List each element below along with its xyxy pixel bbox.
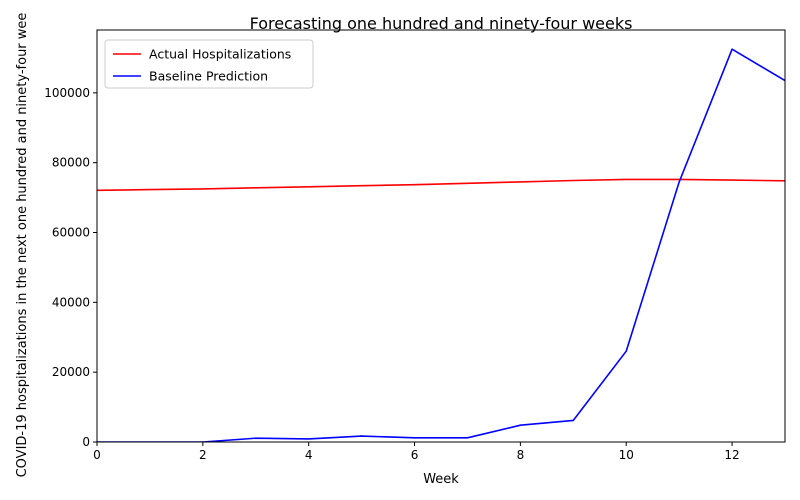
- legend-label-1: Actual Hospitalizations: [149, 47, 291, 62]
- legend-label-2: Baseline Prediction: [149, 69, 268, 84]
- x-tick-label: 10: [619, 448, 634, 462]
- x-tick-label: 8: [517, 448, 525, 462]
- y-tick-label: 80000: [52, 156, 90, 170]
- y-tick-label: 60000: [52, 226, 90, 240]
- y-tick-label: 20000: [52, 365, 90, 379]
- chart-title: Forecasting one hundred and ninety-four …: [250, 14, 633, 33]
- series-line-1: [97, 178, 785, 192]
- x-tick-label: 12: [724, 448, 739, 462]
- y-tick-label: 100000: [44, 86, 90, 100]
- x-tick-label: 6: [411, 448, 419, 462]
- x-tick-label: 0: [93, 448, 101, 462]
- y-tick-label: 40000: [52, 295, 90, 309]
- x-axis-label: Week: [423, 472, 459, 487]
- y-axis-label: COVID-19 hospitalizations in the next on…: [15, 13, 30, 478]
- y-tick-label: 0: [82, 435, 90, 449]
- plot-area: 0 2 4 6 8 10 12 0 20000 40000 60000 80000 100000 Actu…: [44, 29, 786, 462]
- series-line-2: [97, 48, 785, 442]
- x-tick-label: 2: [199, 448, 207, 462]
- x-tick-label: 4: [305, 448, 313, 462]
- plot-frame: [96, 29, 786, 443]
- legend-box: [104, 39, 314, 89]
